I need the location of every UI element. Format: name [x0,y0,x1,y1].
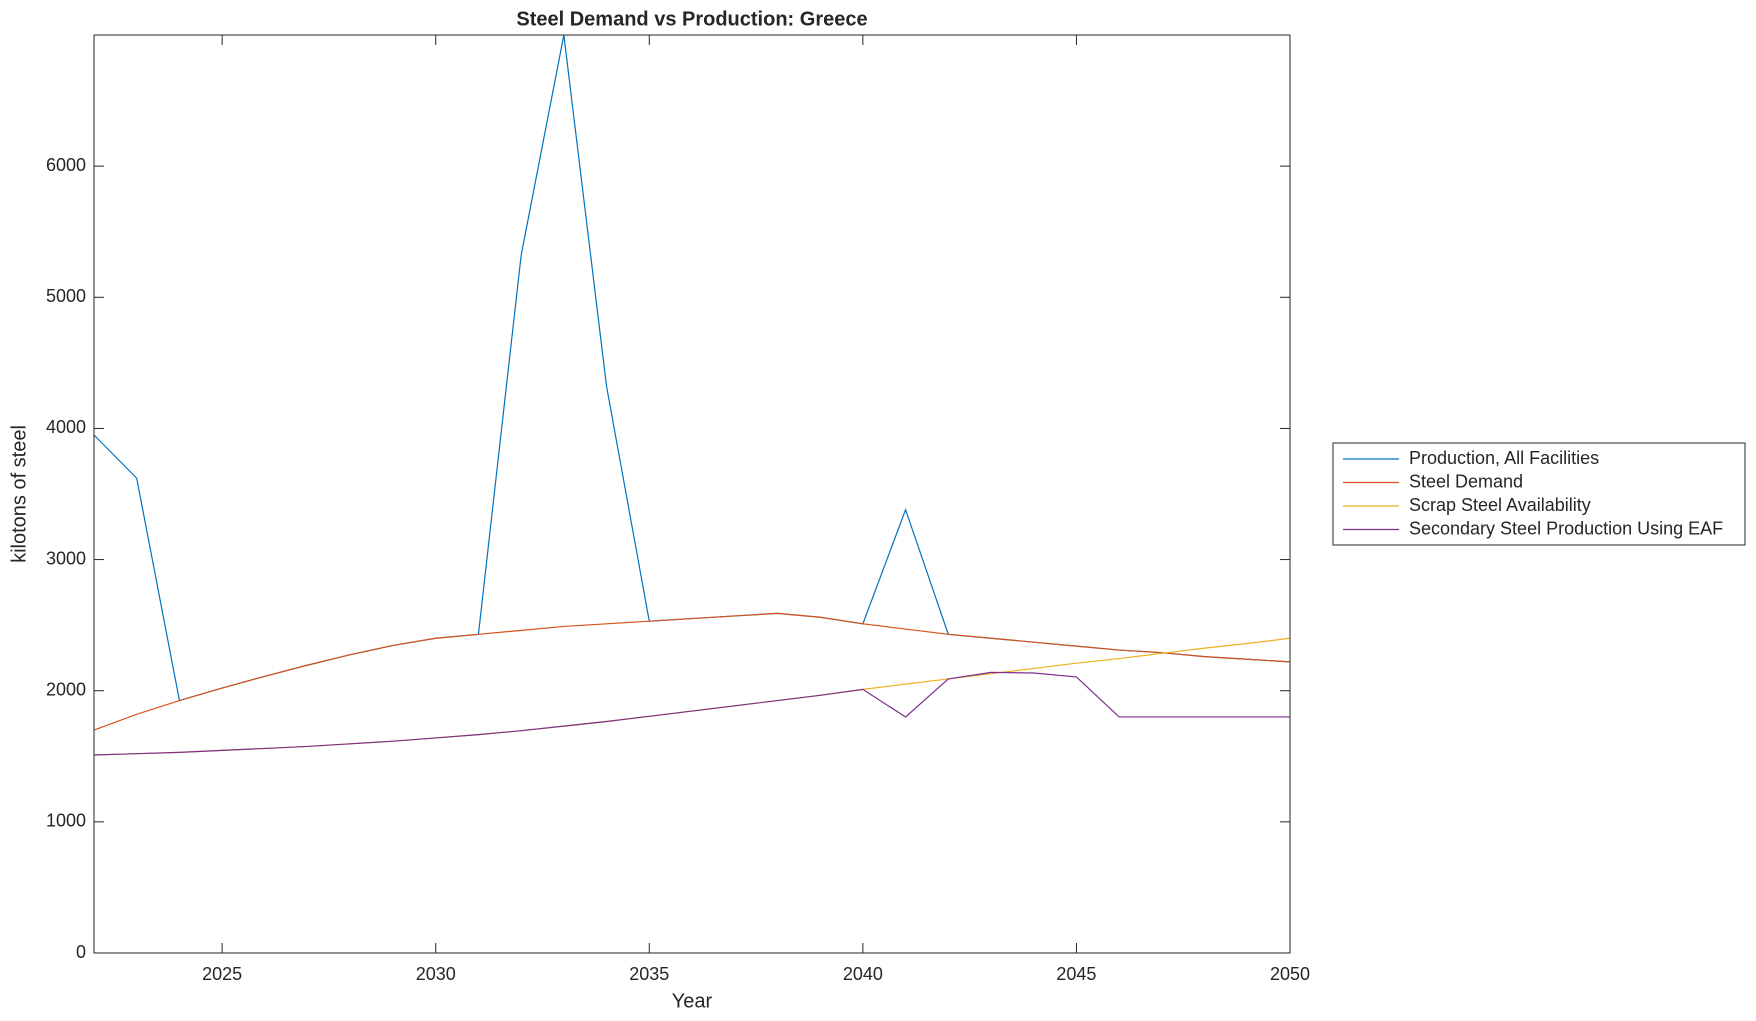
x-tick-label: 2030 [416,964,456,984]
y-tick-label: 4000 [46,417,86,437]
y-tick-label: 6000 [46,155,86,175]
legend-label: Secondary Steel Production Using EAF [1409,518,1723,538]
series-line [93,612,1291,731]
x-tick-label: 2045 [1056,964,1096,984]
y-tick-label: 1000 [46,811,86,831]
y-axis-label: kilotons of steel [8,425,30,563]
legend-label: Scrap Steel Availability [1409,495,1591,515]
y-tick-label: 2000 [46,679,86,699]
x-tick-label: 2035 [629,964,669,984]
y-tick-label: 3000 [46,548,86,568]
legend-box [1332,442,1746,546]
legend-label: Steel Demand [1409,471,1523,491]
x-tick-label: 2025 [202,964,242,984]
plot-frame [93,34,1291,954]
y-tick-label: 0 [76,942,86,962]
series-line [93,671,1290,756]
y-tick-label: 5000 [46,286,86,306]
x-tick-label: 2050 [1270,964,1310,984]
chart-title: Steel Demand vs Production: Greece [516,8,867,30]
legend-label: Production, All Facilities [1409,448,1599,468]
x-tick-label: 2040 [843,964,883,984]
x-axis-label: Year [672,990,713,1012]
